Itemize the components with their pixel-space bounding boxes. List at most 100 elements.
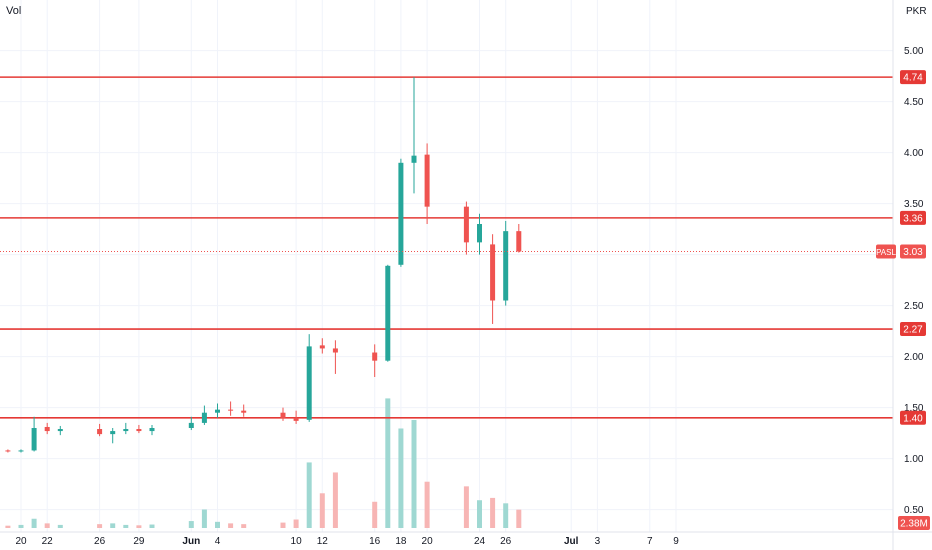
candle-body[interactable] — [398, 162, 404, 265]
volume-bar — [306, 462, 312, 528]
volume-bar — [18, 524, 24, 528]
y-tick-label: 0.50 — [904, 505, 924, 516]
candle-body[interactable] — [201, 412, 207, 423]
candle-body[interactable] — [31, 428, 37, 451]
y-tick-label: 2.50 — [904, 301, 924, 312]
volume-bar — [228, 523, 234, 528]
candle-body[interactable] — [463, 206, 469, 243]
candle-body[interactable] — [44, 426, 50, 432]
candle-body[interactable] — [241, 410, 247, 413]
y-tick-label: 3.50 — [904, 199, 924, 210]
volume-bar — [411, 420, 417, 528]
x-tick-label: 29 — [133, 536, 145, 547]
level-badge-text: 2.27 — [903, 325, 923, 336]
currency-label: PKR — [906, 6, 927, 17]
candle-body[interactable] — [123, 429, 129, 432]
candle-body[interactable] — [385, 265, 391, 361]
x-tick-label: 26 — [94, 536, 106, 547]
x-tick-label: 12 — [317, 536, 329, 547]
volume-bar — [516, 509, 522, 528]
last-price-badge — [900, 244, 926, 259]
x-tick-label: 24 — [474, 536, 486, 547]
volume-bar — [201, 509, 207, 528]
volume-bar — [136, 525, 142, 528]
x-tick-label: 20 — [422, 536, 434, 547]
candle-body[interactable] — [228, 409, 234, 411]
candle-body[interactable] — [188, 422, 194, 428]
volume-bar — [110, 523, 116, 528]
volume-bar — [5, 525, 11, 528]
x-tick-label: 26 — [500, 536, 512, 547]
candle-body[interactable] — [97, 429, 103, 435]
volume-bar — [490, 497, 496, 528]
candle-body[interactable] — [149, 428, 155, 432]
x-tick-label: 3 — [595, 536, 601, 547]
candle-body[interactable] — [215, 409, 220, 413]
candle-body[interactable] — [136, 429, 142, 432]
candle-body[interactable] — [490, 244, 496, 301]
x-tick-label: 20 — [15, 536, 27, 547]
level-badge — [900, 322, 926, 337]
volume-bar — [57, 524, 63, 528]
volume-bar — [293, 519, 299, 528]
candle-body[interactable] — [503, 231, 509, 301]
x-tick-label: 18 — [395, 536, 407, 547]
volume-bar — [503, 503, 509, 528]
x-tick-label: 16 — [369, 536, 381, 547]
y-tick-label: 5.00 — [904, 46, 924, 57]
volume-bar — [385, 398, 391, 528]
volume-bar — [424, 481, 430, 528]
level-badge-text: 3.36 — [903, 213, 923, 224]
candle-body[interactable] — [110, 431, 116, 435]
candle-body[interactable] — [18, 450, 24, 452]
candle-body[interactable] — [306, 346, 312, 420]
y-tick-label: 1.00 — [904, 454, 924, 465]
y-tick-label: 1.50 — [904, 403, 924, 414]
volume-bar — [215, 521, 220, 528]
candle-body[interactable] — [424, 154, 430, 207]
volume-bar — [372, 501, 378, 528]
x-tick-label: 10 — [291, 536, 303, 547]
level-badge — [900, 210, 926, 225]
level-badge-text: 4.74 — [903, 73, 923, 84]
candle-body[interactable] — [57, 429, 63, 432]
candle-body[interactable] — [477, 224, 482, 243]
symbol-tag-text: PASL — [876, 248, 896, 257]
symbol-tag — [876, 244, 896, 259]
volume-bar — [97, 524, 103, 528]
volume-bar — [123, 524, 129, 528]
last-volume-badge — [898, 516, 930, 530]
x-tick-label: Jul — [564, 536, 579, 547]
candle-body[interactable] — [293, 417, 299, 421]
level-badge — [900, 410, 926, 425]
candle-body[interactable] — [411, 155, 417, 163]
volume-bar — [44, 523, 50, 528]
volume-bar — [280, 522, 286, 528]
x-tick-label: 9 — [673, 536, 679, 547]
candle-body[interactable] — [372, 352, 378, 361]
y-tick-label: 2.00 — [904, 352, 924, 363]
volume-bar — [463, 486, 469, 528]
candle-body[interactable] — [5, 450, 11, 452]
volume-bar — [477, 500, 482, 528]
y-tick-label: 4.50 — [904, 97, 924, 108]
candle-body[interactable] — [280, 412, 286, 418]
volume-bar — [31, 518, 37, 528]
x-tick-label: 4 — [215, 536, 221, 547]
volume-bar — [188, 521, 194, 528]
x-tick-label: 7 — [647, 536, 653, 547]
level-badge-text: 1.40 — [903, 413, 923, 424]
volume-bar — [149, 524, 155, 528]
candle-body[interactable] — [332, 348, 338, 353]
last-price-badge-text: 3.03 — [903, 247, 923, 258]
volume-bar — [398, 428, 404, 528]
volume-bar — [319, 493, 325, 528]
level-badge — [900, 70, 926, 85]
x-tick-label: Jun — [182, 536, 200, 547]
candle-body[interactable] — [516, 231, 522, 252]
x-tick-label: 22 — [42, 536, 54, 547]
candle-body[interactable] — [319, 345, 325, 349]
y-tick-label: 4.00 — [904, 148, 924, 159]
last-volume-badge-text: 2.38M — [900, 519, 928, 530]
